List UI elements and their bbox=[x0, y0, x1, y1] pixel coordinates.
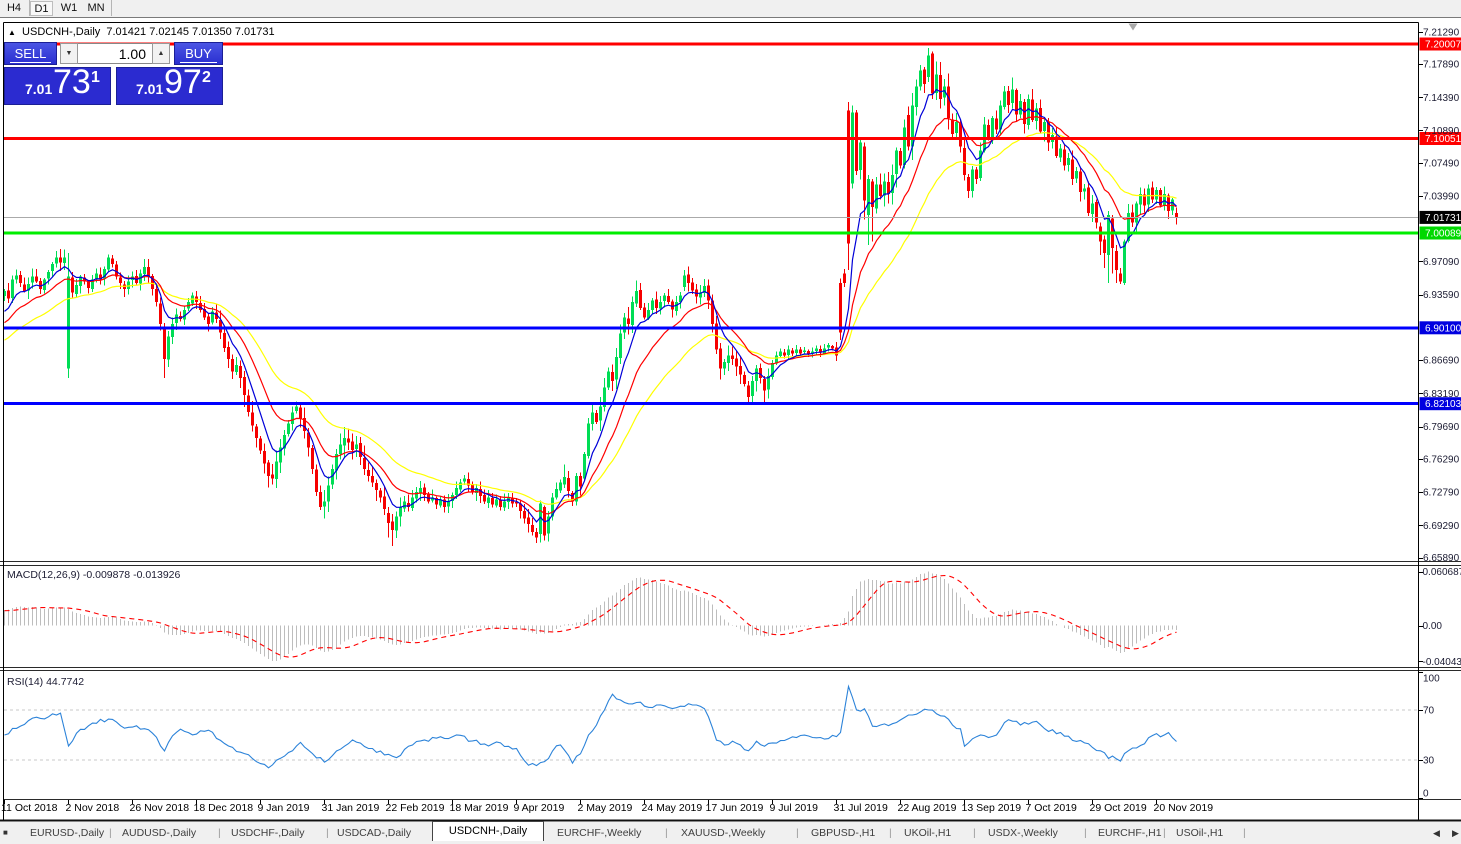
svg-text:2 May 2019: 2 May 2019 bbox=[578, 802, 633, 814]
svg-text:6.72790: 6.72790 bbox=[1423, 488, 1460, 499]
svg-text:7.03990: 7.03990 bbox=[1423, 192, 1460, 203]
svg-text:31 Jul 2019: 31 Jul 2019 bbox=[834, 802, 888, 814]
svg-text:0.00: 0.00 bbox=[1423, 621, 1443, 632]
svg-text:6.83190: 6.83190 bbox=[1423, 389, 1460, 400]
svg-text:7.00089: 7.00089 bbox=[1425, 229, 1461, 240]
svg-text:6.65890: 6.65890 bbox=[1423, 553, 1460, 564]
svg-text:6.82103: 6.82103 bbox=[1425, 399, 1461, 410]
svg-text:2 Nov 2018: 2 Nov 2018 bbox=[66, 802, 120, 814]
svg-text:9 Jan 2019: 9 Jan 2019 bbox=[258, 802, 310, 814]
svg-text:7.10051: 7.10051 bbox=[1425, 134, 1461, 145]
svg-text:17 Jun 2019: 17 Jun 2019 bbox=[706, 802, 764, 814]
svg-text:RSI(14) 44.7742: RSI(14) 44.7742 bbox=[7, 676, 84, 688]
svg-text:6.93590: 6.93590 bbox=[1423, 290, 1460, 301]
svg-text:6.97090: 6.97090 bbox=[1423, 257, 1460, 268]
svg-text:7 Oct 2019: 7 Oct 2019 bbox=[1026, 802, 1078, 814]
svg-text:7.10890: 7.10890 bbox=[1423, 126, 1460, 137]
svg-text:MACD(12,26,9) -0.009878 -0.013: MACD(12,26,9) -0.009878 -0.013926 bbox=[7, 569, 181, 581]
svg-text:7.01731: 7.01731 bbox=[1425, 213, 1461, 224]
svg-text:30: 30 bbox=[1423, 756, 1435, 767]
svg-text:6.86690: 6.86690 bbox=[1423, 356, 1460, 367]
svg-text:18 Mar 2019: 18 Mar 2019 bbox=[450, 802, 509, 814]
svg-text:9 Apr 2019: 9 Apr 2019 bbox=[514, 802, 565, 814]
svg-text:31 Jan 2019: 31 Jan 2019 bbox=[322, 802, 380, 814]
svg-text:7.17890: 7.17890 bbox=[1423, 60, 1460, 71]
svg-text:-0.040432: -0.040432 bbox=[1423, 657, 1461, 668]
svg-text:22 Feb 2019: 22 Feb 2019 bbox=[386, 802, 445, 814]
svg-text:13 Sep 2019: 13 Sep 2019 bbox=[962, 802, 1022, 814]
svg-text:70: 70 bbox=[1423, 706, 1435, 717]
svg-text:22 Aug 2019: 22 Aug 2019 bbox=[898, 802, 957, 814]
svg-text:7.14390: 7.14390 bbox=[1423, 93, 1460, 104]
svg-text:7.20007: 7.20007 bbox=[1425, 40, 1461, 51]
svg-text:6.69290: 6.69290 bbox=[1423, 521, 1460, 532]
svg-text:18 Dec 2018: 18 Dec 2018 bbox=[194, 802, 254, 814]
svg-text:100: 100 bbox=[1423, 674, 1440, 685]
svg-text:7.21290: 7.21290 bbox=[1423, 27, 1460, 38]
svg-text:6.79690: 6.79690 bbox=[1423, 422, 1460, 433]
svg-text:11 Oct 2018: 11 Oct 2018 bbox=[1, 802, 58, 814]
svg-text:20 Nov 2019: 20 Nov 2019 bbox=[1154, 802, 1214, 814]
svg-text:26 Nov 2018: 26 Nov 2018 bbox=[130, 802, 190, 814]
svg-text:0.060687: 0.060687 bbox=[1423, 567, 1461, 578]
svg-text:0: 0 bbox=[1423, 789, 1429, 800]
svg-text:6.76290: 6.76290 bbox=[1423, 454, 1460, 465]
svg-text:6.90100: 6.90100 bbox=[1425, 323, 1461, 334]
svg-text:24 May 2019: 24 May 2019 bbox=[642, 802, 703, 814]
svg-text:7.07490: 7.07490 bbox=[1423, 158, 1460, 169]
svg-text:29 Oct 2019: 29 Oct 2019 bbox=[1090, 802, 1147, 814]
svg-text:9 Jul 2019: 9 Jul 2019 bbox=[770, 802, 819, 814]
